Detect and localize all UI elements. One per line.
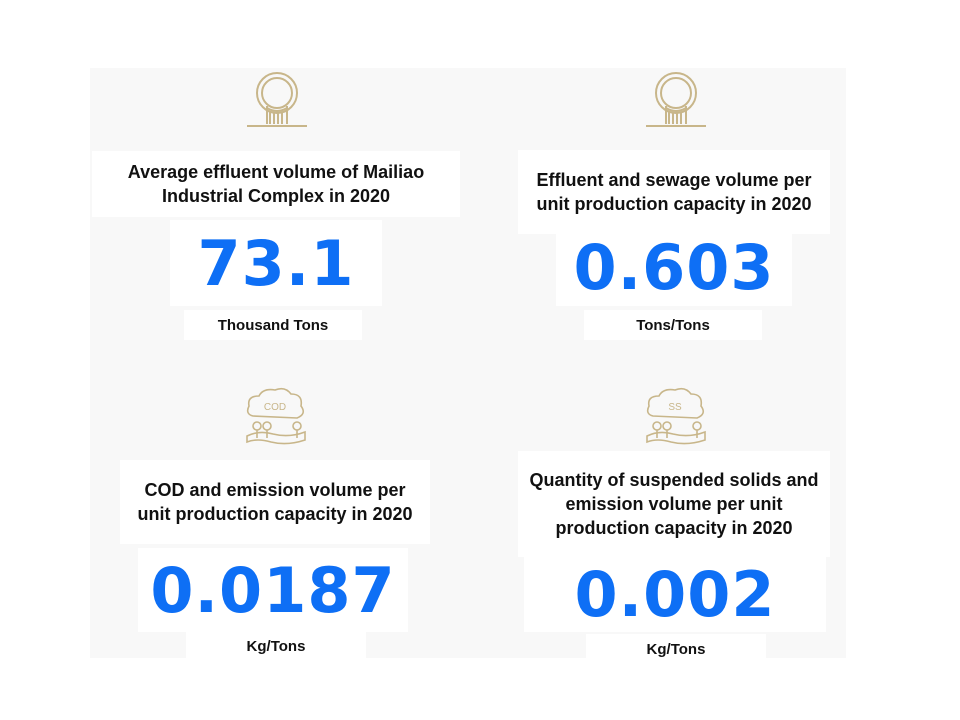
metric-unit: Thousand Tons [184, 310, 362, 340]
metric-title: Quantity of suspended solids and emissio… [518, 451, 830, 557]
metric-value: 73.1 [170, 220, 382, 306]
water-outlet-icon [245, 68, 309, 130]
metric-value: 0.0187 [138, 548, 408, 632]
cod-cloud-icon: COD [243, 386, 309, 448]
water-outlet-icon [644, 68, 708, 130]
metric-title: Average effluent volume of Mailiao Indus… [92, 151, 460, 217]
metric-unit: Kg/Tons [586, 634, 766, 664]
metric-title: Effluent and sewage volume per unit prod… [518, 150, 830, 234]
metric-value: 0.603 [556, 228, 792, 306]
metric-unit: Kg/Tons [186, 632, 366, 660]
metric-title: COD and emission volume per unit product… [120, 460, 430, 544]
ss-cloud-icon: SS [643, 386, 709, 448]
cod-icon-label: COD [264, 402, 286, 413]
metric-unit: Tons/Tons [584, 310, 762, 340]
ss-icon-label: SS [668, 402, 682, 413]
metric-value: 0.002 [524, 557, 826, 632]
